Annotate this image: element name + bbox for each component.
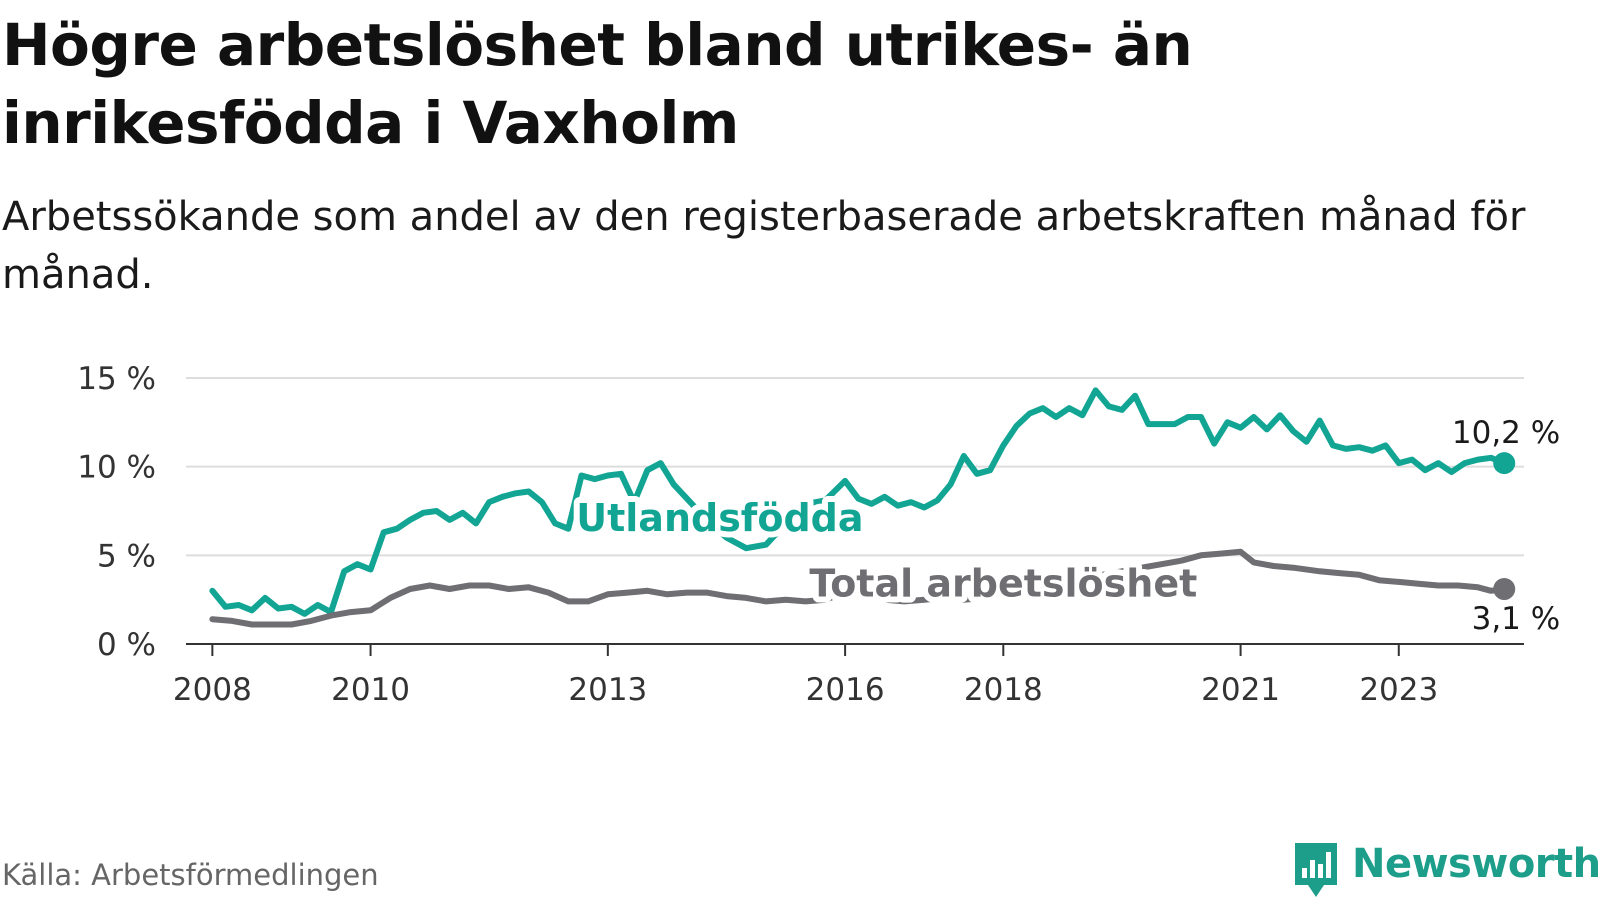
source-note: Källa: Arbetsförmedlingen (2, 858, 379, 892)
line-chart: 0 % 5 % 10 % 15 % 2008 2010 2013 2016 2018 2021 20… (77, 361, 1561, 708)
x-tick-label: 2008 (173, 672, 252, 708)
y-tick-label: 0 % (97, 627, 156, 663)
x-tick-label: 2016 (806, 672, 885, 708)
series-line-1 (209, 548, 1508, 628)
x-tick-label: 2013 (568, 672, 647, 708)
chart-title: Högre arbetslöshet bland utrikes- än inr… (2, 11, 1193, 157)
series-label-halo: Total arbetslöshet (809, 562, 1197, 606)
y-tick-label: 10 % (77, 450, 156, 486)
end-point-0 (1493, 452, 1516, 475)
series-label-0: Utlandsfödda (576, 496, 863, 540)
chart-subtitle: Arbetssökande som andel av den registerb… (2, 194, 1526, 298)
y-tick-label: 15 % (77, 361, 156, 397)
x-tick-label: 2021 (1201, 672, 1280, 708)
newsworthy-logo: Newsworthy (1292, 840, 1600, 900)
series-label-halo: Utlandsfödda (576, 496, 863, 540)
end-label-1: 3,1 % (1472, 601, 1561, 637)
y-tick-label: 5 % (97, 538, 156, 574)
brand-name: Newsworthy (1352, 841, 1600, 887)
x-tick-label: 2018 (964, 672, 1043, 708)
series-label-1: Total arbetslöshet (809, 562, 1197, 606)
series-line-0 (209, 387, 1508, 617)
x-tick-label: 2023 (1359, 672, 1438, 708)
bar-chart-speech-bubble-icon (1295, 843, 1337, 897)
end-point-1 (1493, 578, 1516, 601)
x-tick-label: 2010 (331, 672, 410, 708)
end-label-0: 10,2 % (1452, 415, 1560, 451)
